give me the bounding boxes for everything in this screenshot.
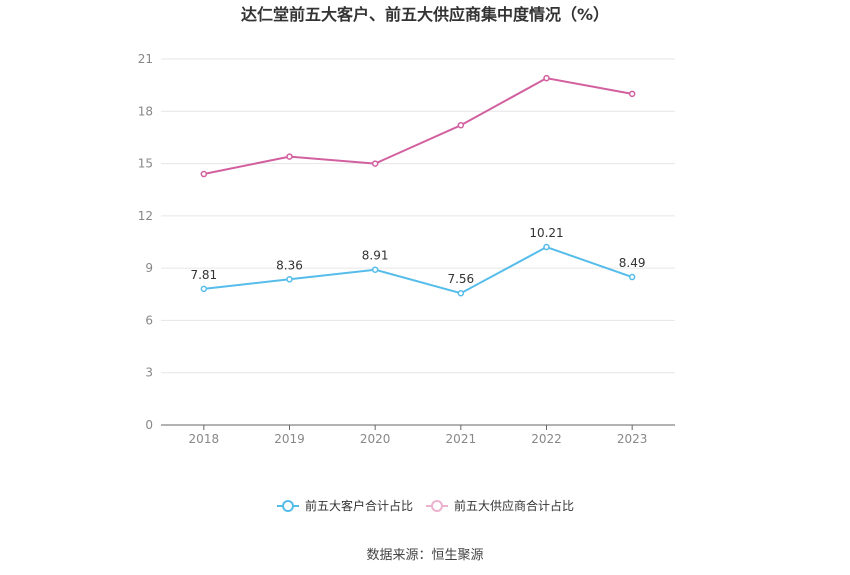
- legend-suppliers-label: 前五大供应商合计占比: [454, 498, 574, 513]
- data-point: [457, 121, 465, 129]
- series-line: [203, 77, 633, 176]
- y-tick-label: 0: [145, 418, 153, 432]
- x-tick-label: 2019: [274, 432, 305, 446]
- legend: 前五大客户合计占比 前五大供应商合计占比: [277, 498, 574, 513]
- source-note: 数据来源：恒生聚源: [366, 548, 483, 563]
- y-tick-label: 3: [145, 366, 153, 380]
- data-point: [543, 74, 550, 82]
- x-axis: 2018 2019 2020 2021 2022 2023: [161, 424, 675, 446]
- data-label: 8.91: [362, 249, 389, 263]
- data-label: 7.81: [190, 268, 217, 282]
- legend-suppliers-marker: [431, 500, 443, 512]
- data-point: [371, 160, 379, 167]
- series-line: [203, 245, 633, 295]
- data-point: [286, 276, 293, 283]
- data-label: 8.49: [619, 256, 646, 270]
- legend-customers-marker: [282, 500, 294, 512]
- legend-item-customers[interactable]: 前五大客户合计占比: [277, 498, 413, 513]
- y-tick-label: 18: [138, 104, 153, 118]
- x-tick-label: 2021: [446, 432, 477, 446]
- series-0: 7.81 8.36 8.91 7.56 10.21 8.49: [190, 226, 646, 297]
- data-point: [286, 153, 293, 160]
- series-layer: 7.81 8.36 8.91 7.56 10.21 8.49: [190, 74, 646, 297]
- x-tick-label: 2023: [617, 432, 648, 446]
- legend-customers-label: 前五大客户合计占比: [305, 498, 413, 513]
- data-label: 7.56: [447, 272, 474, 286]
- series-1: [200, 74, 636, 178]
- data-label: 8.36: [276, 258, 303, 272]
- legend-item-suppliers[interactable]: 前五大供应商合计占比: [426, 498, 574, 513]
- chart-title: 达仁堂前五大客户、前五大供应商集中度情况（%）: [241, 5, 609, 24]
- x-tick-label: 2020: [360, 432, 391, 446]
- data-point: [371, 266, 379, 273]
- data-point: [628, 273, 636, 281]
- y-tick-label: 12: [138, 209, 153, 223]
- y-tick-label: 15: [138, 157, 153, 171]
- data-point: [200, 285, 208, 293]
- x-tick-label: 2018: [189, 432, 220, 446]
- y-axis: 0 3 6 9 12 15 18 21: [138, 52, 153, 432]
- y-tick-label: 6: [145, 313, 153, 327]
- y-tick-label: 9: [145, 261, 153, 275]
- x-tick-label: 2022: [531, 432, 562, 446]
- data-label: 10.21: [529, 226, 563, 240]
- data-point: [628, 90, 636, 98]
- data-point: [543, 243, 550, 251]
- data-point: [200, 170, 208, 178]
- grid-lines: [161, 58, 675, 374]
- y-tick-label: 21: [138, 52, 153, 66]
- data-point: [457, 289, 465, 297]
